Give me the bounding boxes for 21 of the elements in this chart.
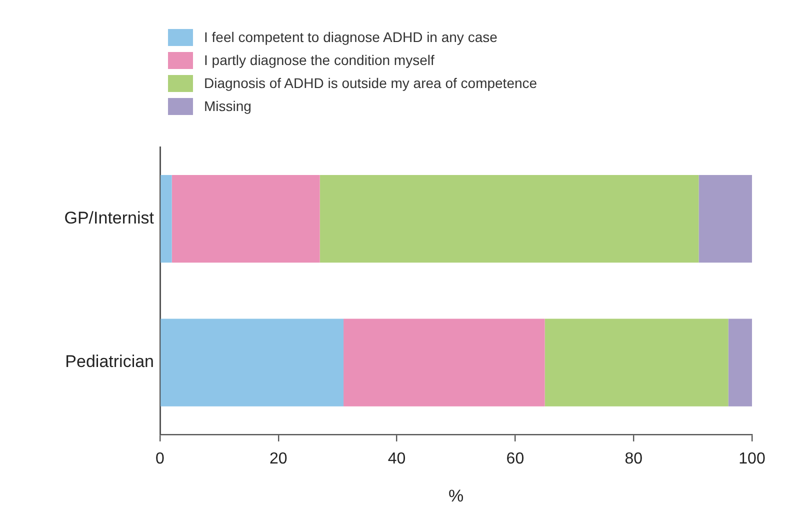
y-tick-label: GP/Internist [64,208,154,228]
x-tick-label: 80 [624,450,643,468]
bar [320,175,699,263]
x-tick-label: 100 [738,450,766,468]
bar [172,175,320,263]
bar [544,318,728,406]
legend-label: I partly diagnose the condition myself [204,51,434,70]
legend-label: Missing [204,97,252,116]
bar [344,318,545,406]
x-tick-label: 60 [506,450,524,468]
legend-label: Diagnosis of ADHD is outside my area of competence [204,74,538,93]
x-tick-label: 0 [156,450,165,468]
bar [698,175,752,263]
legend-label: I feel competent to diagnose ADHD in any case [204,28,498,47]
x-axis-title: % [448,486,464,506]
bar [160,175,172,263]
x-tick-label: 40 [388,450,406,468]
y-tick-label: Pediatrician [65,352,154,372]
x-tick-label: 20 [270,450,288,468]
bar [160,318,344,406]
bar [728,318,752,406]
